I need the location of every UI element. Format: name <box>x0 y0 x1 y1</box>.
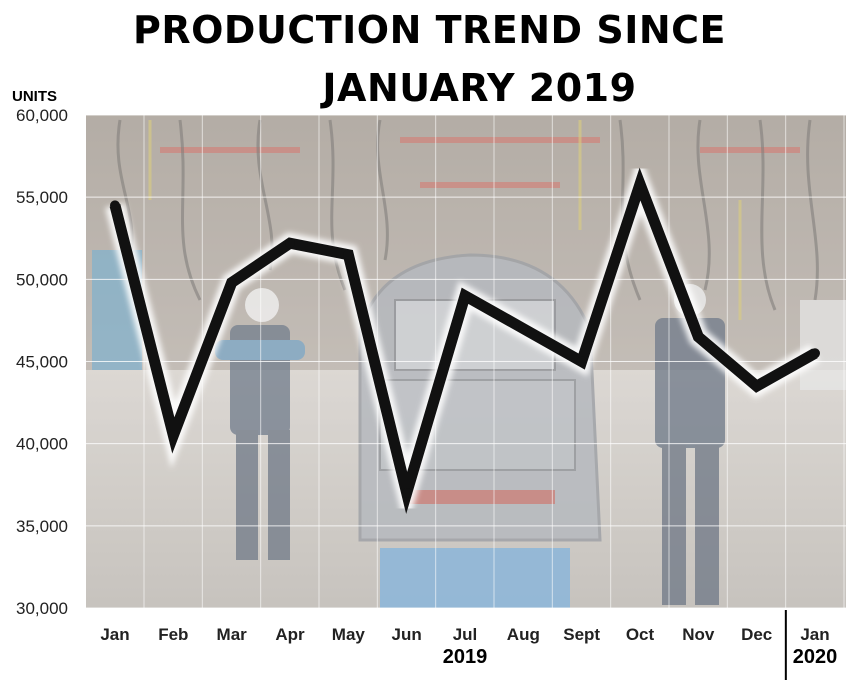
x-tick-label: Nov <box>682 625 715 644</box>
y-tick-label: 55,000 <box>16 188 68 207</box>
x-tick-label: Sept <box>563 625 600 644</box>
y-axis-label: UNITS <box>12 88 57 105</box>
data-point <box>693 331 704 342</box>
data-point <box>460 290 470 301</box>
data-point <box>226 277 237 288</box>
data-point <box>576 356 587 367</box>
y-tick-label: 45,000 <box>16 353 68 372</box>
x-tick-label: Oct <box>626 625 655 644</box>
year-label: 2019 <box>443 646 488 668</box>
x-tick-label: Jul <box>453 625 478 644</box>
y-tick-label: 35,000 <box>16 517 68 536</box>
y-tick-label: 60,000 <box>16 106 68 125</box>
chart-title-line-2: JANUARY 2019 <box>322 66 637 110</box>
y-tick-label: 50,000 <box>16 270 68 289</box>
chart-title-line-1: PRODUCTION TREND SINCE <box>133 8 726 52</box>
data-point <box>110 200 120 211</box>
x-tick-label: Apr <box>275 625 305 644</box>
data-point <box>751 381 762 392</box>
gridlines <box>86 114 846 609</box>
x-axis-ticks: Jan Feb Mar Apr May Jun Jul Aug Sept Oct Nov Dec Jan <box>100 625 829 644</box>
x-tick-label: Jan <box>100 625 129 644</box>
x-tick-label: Feb <box>158 625 188 644</box>
series-production <box>105 154 820 532</box>
x-tick-label: Aug <box>507 625 540 644</box>
data-point <box>401 487 412 498</box>
year-labels: 2019 2020 <box>443 610 838 680</box>
y-tick-label: 30,000 <box>16 599 68 618</box>
data-point <box>635 179 645 190</box>
data-point <box>168 430 179 441</box>
x-tick-label: Mar <box>217 625 248 644</box>
data-point <box>343 249 354 260</box>
x-tick-label: Jan <box>800 625 829 644</box>
data-point <box>518 323 529 334</box>
x-tick-label: Dec <box>741 625 772 644</box>
x-tick-label: Jun <box>392 625 422 644</box>
y-tick-label: 40,000 <box>16 435 68 454</box>
x-tick-label: May <box>332 625 366 644</box>
data-point <box>285 238 295 249</box>
y-axis-ticks: 30,000 35,000 40,000 45,000 50,000 55,000 60,0… <box>16 106 68 618</box>
data-point <box>810 348 820 359</box>
year-label: 2020 <box>793 646 838 668</box>
